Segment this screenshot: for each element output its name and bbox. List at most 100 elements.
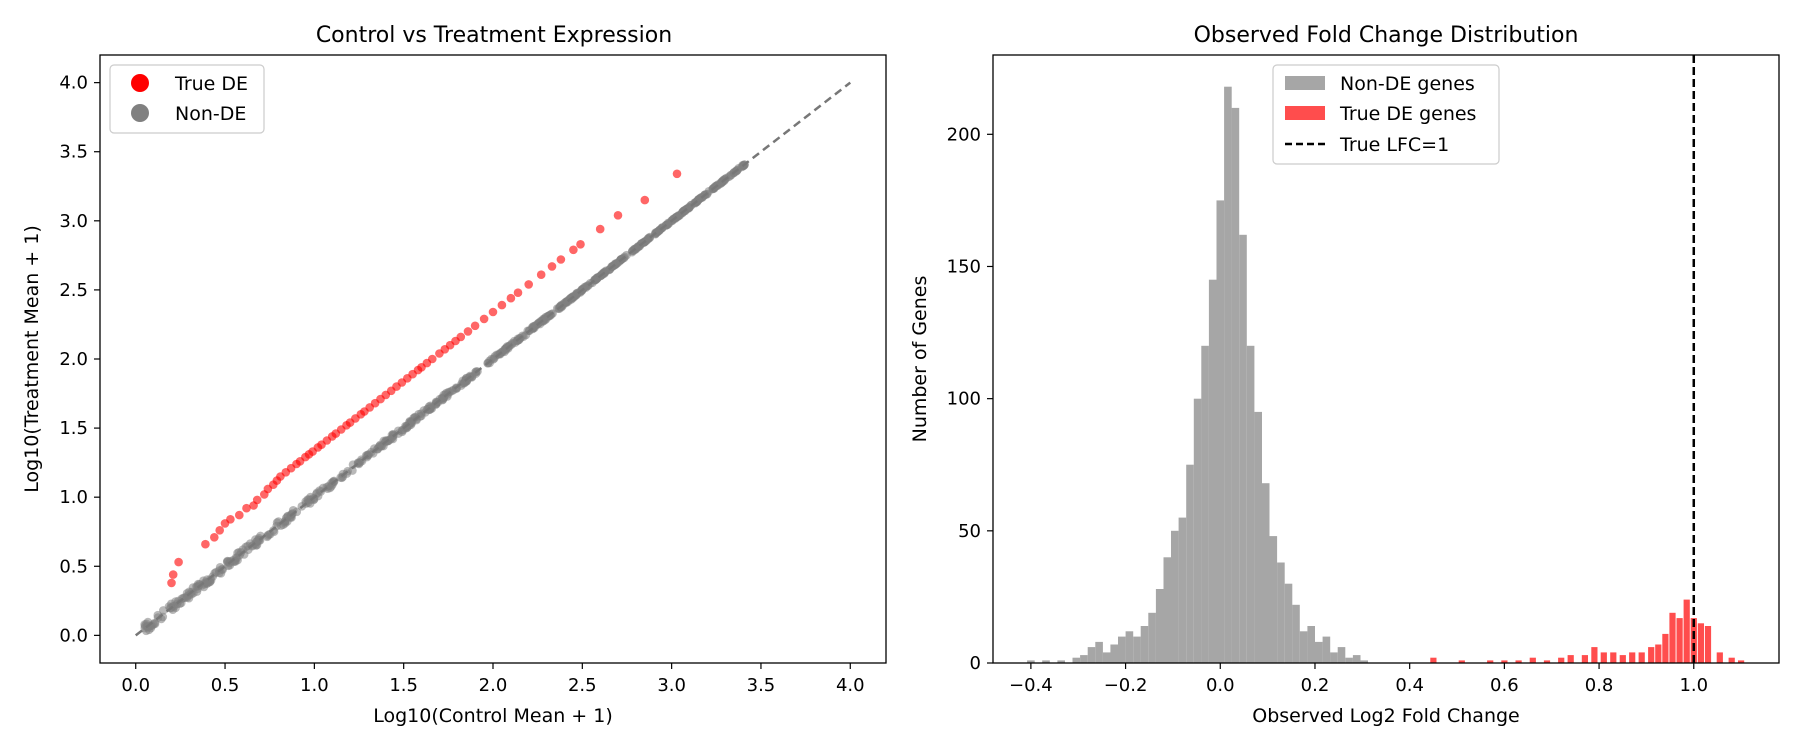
non-de-bar	[1277, 562, 1285, 663]
true-de-point	[235, 510, 244, 520]
legend-label-non-de-genes: Non-DE genes	[1340, 73, 1475, 95]
non-de-bar	[1102, 652, 1111, 663]
x-tick-label: 1.5	[389, 675, 418, 696]
y-tick-label: 2.5	[59, 280, 88, 301]
scatter-plot-area	[134, 81, 852, 637]
non-de-bar	[1080, 655, 1088, 663]
non-de-bar	[1027, 660, 1035, 663]
true-de-bar	[1704, 626, 1712, 663]
true-de-bar	[1529, 657, 1536, 663]
non-de-bar	[1110, 644, 1118, 663]
x-tick-label: 0.2	[1301, 675, 1330, 696]
true-de-bar	[1648, 647, 1655, 663]
true-de-bar	[1683, 599, 1690, 663]
non-de-bar	[1125, 631, 1134, 663]
non-de-point	[263, 531, 272, 540]
y-tick-label: 3.5	[59, 142, 88, 163]
y-tick-label: 0.0	[59, 625, 88, 646]
x-tick-label: −0.4	[1009, 675, 1053, 696]
non-de-bar	[1118, 636, 1126, 663]
y-tick-label: 2.0	[59, 349, 88, 370]
true-de-bar	[1716, 652, 1723, 663]
true-de-point	[513, 288, 523, 298]
true-de-point	[167, 578, 176, 588]
true-de-bar	[1515, 660, 1522, 663]
true-de-point	[210, 533, 219, 542]
non-de-bar	[1352, 655, 1361, 663]
scatter-x-ticks: 0.0 0.5 1.0 1.5 2.0 2.5 3.0 3.5 4.0	[121, 663, 865, 696]
true-de-point	[497, 300, 507, 310]
x-tick-label: 0.6	[1490, 675, 1519, 696]
non-de-bar	[1042, 660, 1050, 663]
true-de-bar	[1619, 655, 1626, 663]
true-de-point	[428, 354, 437, 364]
true-de-bar	[1669, 612, 1676, 663]
legend-marker-true-de	[131, 74, 149, 92]
legend-swatch-true-de-genes	[1285, 106, 1325, 120]
histogram-y-axis-label: Number of Genes	[909, 276, 931, 443]
x-tick-label: 0.0	[1206, 675, 1235, 696]
non-de-bar	[1072, 657, 1081, 663]
identity-reference-line	[134, 81, 852, 637]
histogram-title: Observed Fold Change Distribution	[1194, 23, 1579, 48]
legend-label-true-de-genes: True DE genes	[1339, 103, 1476, 125]
true-de-point	[536, 270, 546, 280]
x-tick-label: 0.5	[211, 675, 240, 696]
true-de-bar	[1501, 660, 1508, 663]
non-de-bar	[1163, 557, 1172, 663]
non-de-bar	[1292, 604, 1300, 663]
non-de-bar	[1133, 636, 1141, 663]
true-de-bar	[1487, 660, 1494, 663]
x-tick-label: 0.8	[1585, 675, 1614, 696]
non-de-bar	[1315, 641, 1323, 663]
non-de-bar	[1246, 345, 1255, 663]
non-de-bar	[1231, 107, 1240, 663]
non-de-bar	[1201, 345, 1209, 663]
true-de-point	[456, 332, 466, 342]
y-tick-label: 1.0	[59, 487, 88, 508]
true-de-point	[569, 245, 578, 255]
true-de-bar	[1567, 655, 1574, 663]
scatter-panel: Control vs Treatment Expression 0.0 0.5 1.…	[21, 23, 887, 727]
non-de-bar	[1360, 660, 1368, 663]
true-de-bar	[1738, 660, 1745, 663]
true-de-point	[242, 503, 251, 513]
histogram-axes-frame	[992, 54, 1780, 664]
true-de-bar	[1676, 618, 1683, 663]
true-de-bar	[1697, 623, 1704, 663]
non-de-bar	[1322, 636, 1331, 663]
non-de-bar	[1216, 200, 1225, 663]
non-de-bar	[1261, 483, 1270, 663]
true-de-bar	[1458, 660, 1465, 663]
true-de-bar	[1610, 652, 1617, 663]
x-tick-label: 0.0	[121, 675, 150, 696]
true-de-point	[226, 515, 235, 524]
true-de-point	[506, 293, 516, 303]
non-de-bar	[1186, 464, 1194, 663]
scatter-legend: True DE Non-DE	[109, 64, 265, 134]
x-tick-label: 2.5	[568, 675, 597, 696]
non-de-bar	[1224, 86, 1232, 663]
true-de-point	[201, 539, 210, 549]
true-de-point	[488, 307, 498, 317]
non-de-bar	[1140, 626, 1149, 663]
non-de-bar	[1345, 657, 1353, 663]
true-de-bar	[1543, 660, 1551, 663]
true-de-point	[556, 255, 566, 264]
true-de-point	[613, 211, 623, 220]
true-de-bar	[1638, 652, 1645, 663]
non-de-bar	[1307, 626, 1315, 663]
true-de-bar	[1655, 644, 1662, 663]
histogram-legend-box	[1272, 64, 1500, 165]
true-de-bar	[1629, 652, 1636, 663]
y-tick-label: 3.0	[59, 211, 88, 232]
x-tick-label: 3.0	[657, 675, 686, 696]
non-de-point	[540, 315, 550, 325]
histogram-y-ticks: 0 50 100 150 200	[947, 124, 993, 674]
true-de-point	[174, 557, 183, 567]
non-de-bar	[1178, 517, 1187, 663]
y-tick-label: 50	[958, 521, 981, 542]
non-de-bar	[1337, 647, 1346, 663]
y-tick-label: 0.5	[59, 556, 88, 577]
non-de-point	[304, 495, 314, 504]
